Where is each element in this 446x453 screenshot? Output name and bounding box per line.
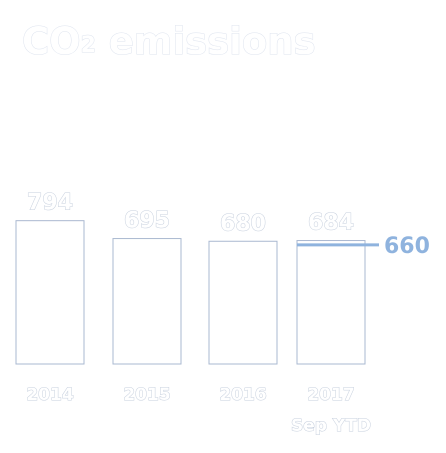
- chart-title-main: CO: [22, 20, 81, 63]
- value-label-2: 680: [220, 211, 266, 236]
- value-labels-layer: 794 695 680 684: [27, 190, 355, 237]
- value-label-1: 695: [124, 209, 170, 234]
- x-tick-label-0-0: 2014: [26, 385, 73, 405]
- bar-2: [208, 240, 278, 365]
- value-label-0: 794: [27, 191, 73, 216]
- x-tick-labels-layer: 2014 2015 2016 2017 Sep YTD: [26, 385, 372, 437]
- x-tick-label-1-0: 2015: [123, 385, 170, 405]
- chart-title: CO2 emissions: [22, 20, 316, 63]
- bar-1: [112, 238, 182, 365]
- bar-0: [15, 220, 85, 365]
- bar-3: [296, 240, 366, 365]
- x-tick-label-3-1: Sep YTD: [291, 416, 371, 436]
- target-layer: 660: [297, 234, 430, 259]
- x-tick-label-3-0: 2017: [307, 385, 354, 405]
- chart-title-subscript: 2: [81, 33, 96, 58]
- bars-layer: [15, 220, 366, 365]
- value-label-3: 684: [308, 211, 354, 236]
- chart-title-rest: emissions: [96, 20, 316, 63]
- x-tick-label-2-0: 2016: [219, 385, 266, 405]
- target-label: 660: [384, 234, 430, 259]
